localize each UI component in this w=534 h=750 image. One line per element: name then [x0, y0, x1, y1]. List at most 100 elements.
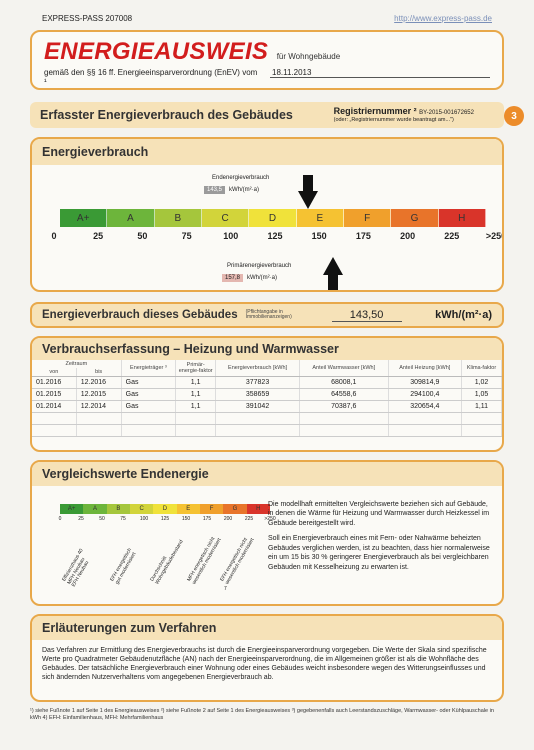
reference-label: EFH energetisch gut modernisiert [109, 547, 138, 586]
table-cell [215, 412, 300, 425]
class-e: E [296, 209, 344, 227]
class-g: G [391, 209, 439, 227]
mandatory-note: (Pflichtangabe in Immobilienanzeigen) [245, 308, 292, 320]
tick-label: 125 [267, 231, 283, 241]
energy-scale-bar: A+ A B C D E F G H [60, 209, 486, 227]
table-cell: Gas [121, 400, 177, 413]
registration-number: Registriernummer ² BY-2015-001672652 (od… [333, 106, 474, 123]
page-title: ENERGIEAUSWEIS [44, 38, 269, 65]
table-cell: 309814,9 [388, 376, 463, 389]
comparison-scale-ticks: 0 25 50 75 100 125 150 175 200 225 >250 [58, 516, 276, 524]
table-cell [461, 424, 502, 437]
tick-label: 0 [51, 231, 57, 241]
th-von: von [32, 368, 77, 377]
end-energy-label: Endenergieverbrauch [212, 175, 270, 181]
mini-tick-label: 100 [139, 516, 149, 522]
mini-tick-label: 175 [202, 516, 212, 522]
title-box: ENERGIEAUSWEIS für Wohngebäude gemäß den… [30, 30, 504, 90]
mini-class-aplus: A+ [60, 504, 84, 514]
comparison-paragraph-2: Soll ein Energieverbrauch eines mit Fern… [268, 535, 490, 571]
end-energy-unit: kWh/(m²·a) [229, 187, 260, 193]
table-row: 01.2015 12.2015 Gas 1,1 358659 64558,6 294100,… [32, 388, 502, 401]
tick-label: 150 [311, 231, 327, 241]
primary-energy-value-box: 157,8 kWh/(m²·a) [222, 274, 277, 282]
footnotes: ¹) siehe Fußnote 1 auf Seite 1 des Energ… [30, 708, 494, 722]
website-link[interactable]: http://www.express-pass.de [394, 14, 492, 23]
explanation-text: Das Verfahren zur Ermittlung des Energie… [42, 647, 487, 682]
energy-scale-ticks: 0 25 50 75 100 125 150 175 200 225 >250 [51, 231, 502, 243]
registration-note: (oder: „Registriernummer wurde beantragt… [333, 116, 454, 123]
tick-label: 75 [181, 231, 192, 241]
table-cell [76, 424, 122, 437]
mini-class-c: C [129, 504, 154, 514]
th-verbrauch: Energieverbrauch [kWh] [215, 360, 300, 377]
table-cell [175, 412, 217, 425]
th-faktor: Primär-energie-faktor [175, 360, 217, 377]
table-cell [32, 424, 77, 437]
top-bar: EXPRESS-PASS 207008 http://www.express-p… [42, 14, 492, 23]
table-cell: 358659 [215, 388, 300, 401]
mini-tick-label: 200 [223, 516, 233, 522]
comparison-text: Die modellhaft ermittelten Vergleichswer… [268, 500, 490, 578]
table-cell: 391042 [215, 400, 300, 413]
table-row: 01.2014 12.2014 Gas 1,1 391042 70387,6 320654,… [32, 400, 502, 413]
table-cell: Gas [121, 388, 177, 401]
th-heiz: Anteil Heizung [kWh] [388, 360, 463, 377]
table-cell [299, 424, 389, 437]
regulation-line: gemäß den §§ 16 ff. Energieeinsparverord… [44, 68, 258, 86]
page-subtitle: für Wohngebäude [276, 52, 341, 61]
form-label: EXPRESS-PASS 207008 [42, 14, 133, 23]
tick-label: 225 [444, 231, 460, 241]
table-cell [388, 424, 463, 437]
table-cell: 68008,1 [299, 376, 389, 389]
mini-class-f: F [199, 504, 224, 514]
table-cell: 294100,4 [388, 388, 463, 401]
class-c: C [201, 209, 250, 227]
class-d: D [249, 209, 297, 227]
class-aplus: A+ [60, 209, 108, 227]
table-cell: 1,02 [461, 376, 502, 389]
table-cell: 1,11 [461, 400, 502, 413]
reference-label: EFH energetisch nicht wesentlich moderni… [219, 536, 256, 586]
page-number-badge: 3 [504, 106, 524, 126]
table-cell: 1,1 [175, 400, 217, 413]
reference-label: MFH energetisch nicht wesentlich moderni… [186, 536, 223, 586]
primary-energy-unit: kWh/(m²·a) [247, 275, 278, 281]
comparison-box: Vergleichswerte Endenergie A+ A B C D E F G H 0 2… [30, 460, 504, 606]
table-cell [121, 412, 177, 425]
table-cell: 1,05 [461, 388, 502, 401]
primary-energy-arrow-icon [322, 257, 343, 290]
th-bis: bis [76, 368, 122, 377]
table-cell: 70387,6 [299, 400, 389, 413]
table-cell [299, 412, 389, 425]
class-h: H [438, 209, 486, 227]
consumption-record-box: Verbrauchserfassung – Heizung und Warmwa… [30, 336, 504, 452]
tick-label: 200 [400, 231, 416, 241]
table-cell: 1,1 [175, 376, 217, 389]
building-consumption-value: 143,50 [331, 309, 402, 322]
table-cell: 01.2014 [32, 400, 77, 413]
class-f: F [343, 209, 392, 227]
table-cell [32, 412, 77, 425]
registration-label: Registriernummer ² [333, 106, 417, 117]
mini-tick-label: 225 [244, 516, 254, 522]
mini-tick-label: 50 [99, 516, 105, 522]
table-cell: 64558,6 [299, 388, 389, 401]
tick-label: 25 [93, 231, 104, 241]
table-cell: 12.2015 [76, 388, 122, 401]
th-zeitraum: Zeitraum [32, 360, 122, 368]
table-cell [461, 412, 502, 425]
table-cell: 01.2015 [32, 388, 77, 401]
table-cell [175, 424, 217, 437]
mini-tick-label: 150 [181, 516, 191, 522]
comparison-scale-bar: A+ A B C D E F G H [60, 504, 270, 514]
comparison-page-number: 7 [224, 586, 227, 592]
end-energy-value-box: 143,5 kWh/(m²·a) [204, 186, 259, 194]
mini-tick-label: 0 [58, 516, 62, 522]
th-klima: Klima-faktor [461, 360, 502, 377]
registration-value: BY-2015-001672652 [419, 110, 474, 117]
tick-label: 175 [355, 231, 371, 241]
th-traeger: Energieträger ³ [121, 360, 177, 377]
reference-label: Durchschnitt Wohngebäudebestand [149, 538, 185, 586]
table-row [32, 412, 502, 425]
